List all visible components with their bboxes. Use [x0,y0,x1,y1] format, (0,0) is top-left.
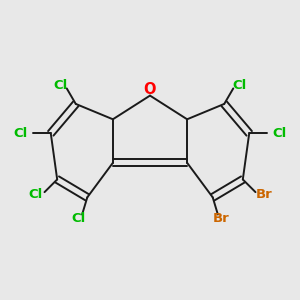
Text: Cl: Cl [13,127,27,140]
Text: Br: Br [256,188,273,201]
Text: O: O [144,82,156,97]
Text: Cl: Cl [28,188,43,201]
Text: Cl: Cl [71,212,85,225]
Text: Br: Br [213,212,230,225]
Text: Cl: Cl [53,79,68,92]
Text: Cl: Cl [273,127,287,140]
Text: Cl: Cl [232,79,247,92]
